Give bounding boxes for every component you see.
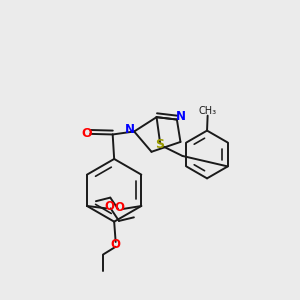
Text: O: O — [111, 238, 121, 251]
Text: CH₃: CH₃ — [199, 106, 217, 116]
Text: N: N — [176, 110, 186, 123]
Text: O: O — [114, 201, 124, 214]
Text: N: N — [125, 123, 135, 136]
Text: O: O — [81, 128, 92, 140]
Text: O: O — [104, 200, 114, 213]
Text: S: S — [155, 138, 164, 152]
